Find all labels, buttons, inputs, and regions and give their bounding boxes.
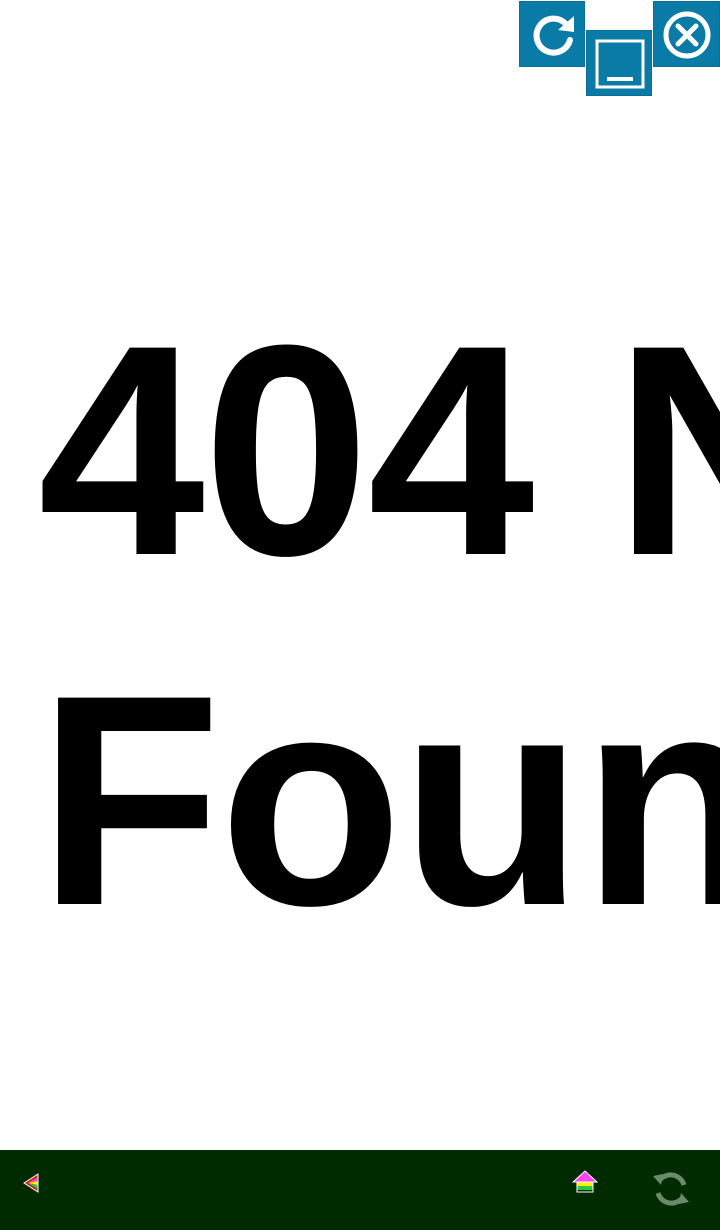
refresh-icon: [533, 15, 574, 56]
error-heading-line2: Found: [38, 632, 720, 968]
back-arrow-icon: [23, 1173, 39, 1193]
window-controls: [0, 0, 720, 100]
home-button[interactable]: [571, 1170, 599, 1194]
reload-icon: [653, 1172, 689, 1206]
minimize-button[interactable]: [586, 30, 652, 96]
error-heading: 404 Not Found: [38, 275, 720, 975]
refresh-button[interactable]: [519, 1, 585, 67]
close-icon: [663, 11, 711, 59]
reload-button[interactable]: [650, 1168, 692, 1210]
minimize-icon: [595, 39, 645, 89]
back-button[interactable]: [22, 1172, 42, 1194]
bottom-navigation-bar: [0, 1150, 720, 1230]
error-heading-line1: 404 Not: [38, 282, 720, 618]
close-button[interactable]: [653, 1, 720, 67]
home-icon: [571, 1170, 599, 1193]
